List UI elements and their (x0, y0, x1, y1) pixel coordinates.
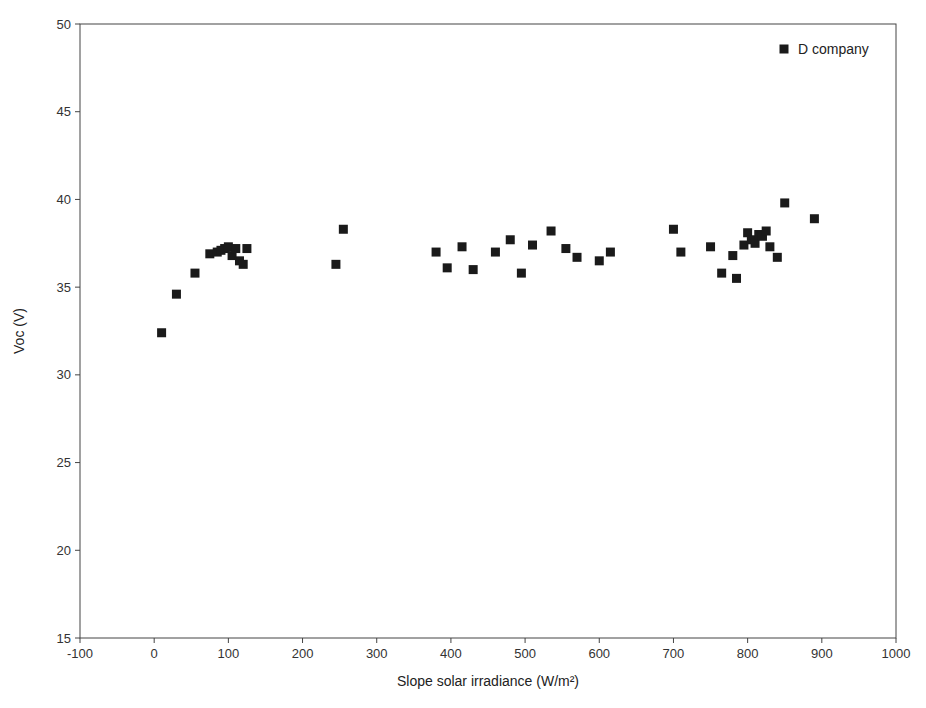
point (762, 227, 771, 236)
legend: D company (780, 41, 869, 57)
point (432, 248, 441, 257)
point (728, 251, 737, 260)
x-tick (673, 638, 674, 643)
y-tick (75, 550, 80, 551)
point (469, 265, 478, 274)
y-tick (75, 374, 80, 375)
x-tick (821, 638, 822, 643)
point (517, 269, 526, 278)
x-tick-label: 900 (811, 646, 833, 661)
x-tick (450, 638, 451, 643)
x-tick (302, 638, 303, 643)
point (573, 253, 582, 262)
x-tick (525, 638, 526, 643)
x-tick-label: 200 (292, 646, 314, 661)
x-tick-label: 300 (366, 646, 388, 661)
chart: -100 0 100 200 300 400 500 600 700 800 900 1000 15 20… (0, 0, 926, 708)
point (443, 263, 452, 272)
point (547, 227, 556, 236)
x-tick-label: 1000 (882, 646, 911, 661)
x-tick (80, 638, 81, 643)
x-tick-label: 400 (440, 646, 462, 661)
point (491, 248, 500, 257)
x-tick (228, 638, 229, 643)
y-tick (75, 24, 80, 25)
point (242, 244, 251, 253)
y-tick-label: 40 (57, 192, 71, 207)
y-tick-label: 25 (57, 455, 71, 470)
y-tick (75, 462, 80, 463)
point (506, 235, 515, 244)
plot-frame (80, 24, 896, 638)
point (528, 241, 537, 250)
point (231, 244, 240, 253)
x-tick-label: 600 (588, 646, 610, 661)
y-tick-label: 20 (57, 543, 71, 558)
point (606, 248, 615, 257)
point (810, 214, 819, 223)
point (339, 225, 348, 234)
legend-label: D company (798, 41, 869, 57)
y-tick-label: 30 (57, 367, 71, 382)
y-tick-label: 35 (57, 280, 71, 295)
x-axis-label: Slope solar irradiance (W/m²) (397, 673, 579, 689)
y-tick (75, 111, 80, 112)
point (765, 242, 774, 251)
x-tick (376, 638, 377, 643)
point (157, 328, 166, 337)
x-tick-label: 100 (218, 646, 240, 661)
point (331, 260, 340, 269)
point (239, 260, 248, 269)
x-tick-label: 500 (514, 646, 536, 661)
point (561, 244, 570, 253)
y-tick-label: 15 (57, 631, 71, 646)
point (172, 290, 181, 299)
point (706, 242, 715, 251)
x-tick-label: 0 (151, 646, 158, 661)
y-tick (75, 638, 80, 639)
y-tick-label: 45 (57, 104, 71, 119)
point (717, 269, 726, 278)
point (780, 198, 789, 207)
x-tick (896, 638, 897, 643)
point (773, 253, 782, 262)
x-tick-label: 700 (663, 646, 685, 661)
points (157, 198, 819, 337)
y-tick (75, 199, 80, 200)
y-tick (75, 287, 80, 288)
x-tick (747, 638, 748, 643)
point (190, 269, 199, 278)
point (732, 274, 741, 283)
point (458, 242, 467, 251)
y-axis-label: Voc (V) (11, 308, 27, 354)
x-tick (154, 638, 155, 643)
x-tick (599, 638, 600, 643)
x-tick-label: -100 (67, 646, 93, 661)
y-tick-label: 50 (57, 17, 71, 32)
point (676, 248, 685, 257)
point (669, 225, 678, 234)
legend-marker (780, 45, 789, 54)
point (595, 256, 604, 265)
x-tick-label: 800 (737, 646, 759, 661)
